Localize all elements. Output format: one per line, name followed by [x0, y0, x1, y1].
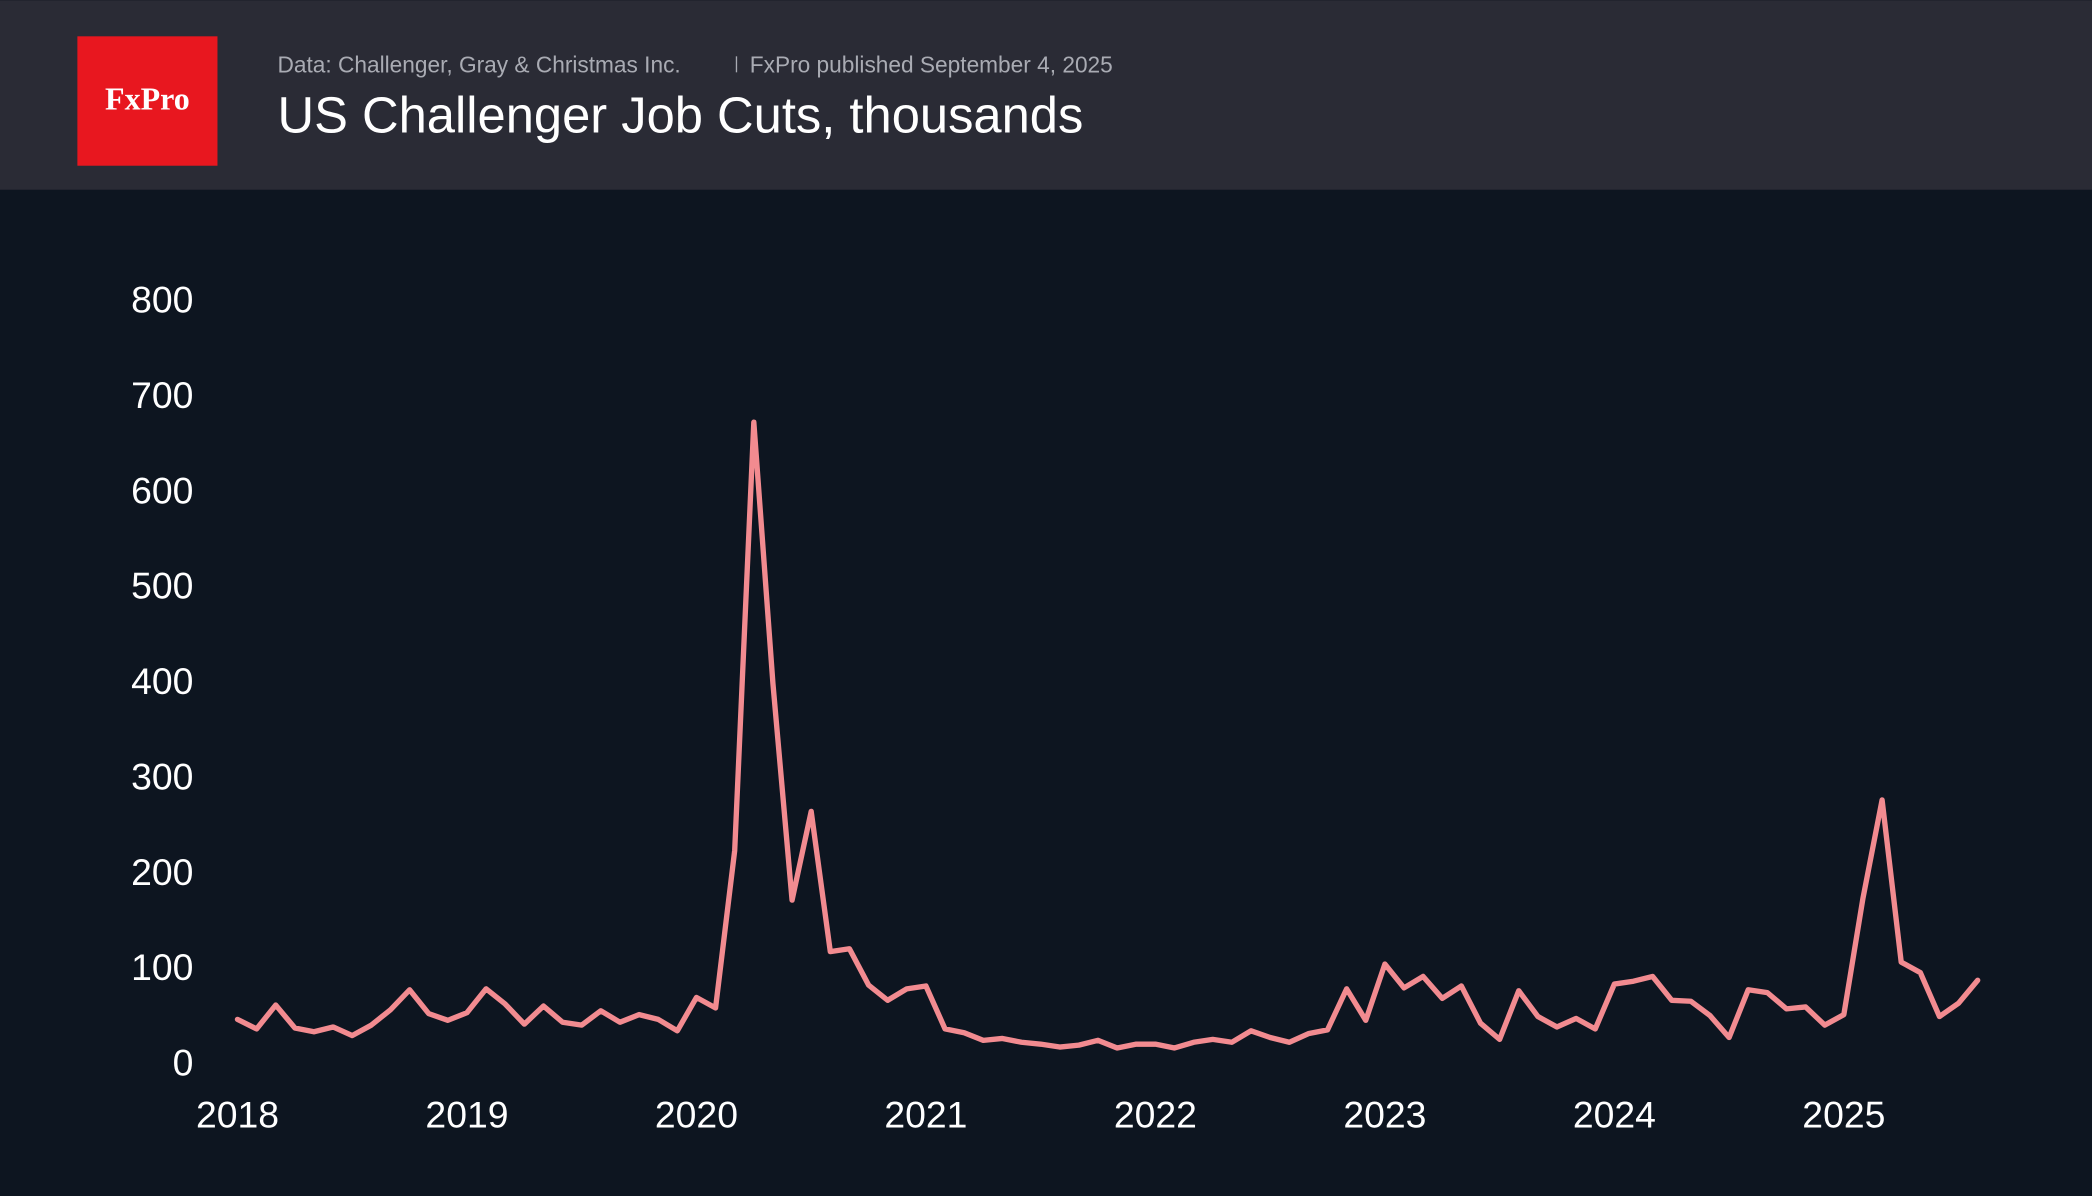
x-tick-label: 2024	[1573, 1094, 1656, 1136]
x-tick-label: 2023	[1343, 1094, 1426, 1136]
x-tick-label: 2022	[1114, 1094, 1197, 1136]
y-tick-label: 100	[131, 946, 193, 988]
chart-title: US Challenger Job Cuts, thousands	[278, 86, 1084, 143]
x-tick-label: 2021	[884, 1094, 967, 1136]
y-tick-label: 800	[131, 278, 193, 320]
x-tick-label: 2018	[196, 1094, 279, 1136]
x-tick-label: 2020	[655, 1094, 738, 1136]
y-tick-label: 600	[131, 469, 193, 511]
y-tick-label: 300	[131, 755, 193, 797]
x-tick-label: 2025	[1802, 1094, 1885, 1136]
header-bar	[0, 0, 2092, 190]
source: Data: Challenger, Gray & Christmas Inc.	[278, 51, 681, 77]
x-tick-label: 2019	[425, 1094, 508, 1136]
y-tick-label: 0	[173, 1042, 194, 1084]
y-tick-label: 500	[131, 565, 193, 607]
logo: FxPro	[105, 81, 190, 117]
y-tick-label: 400	[131, 660, 193, 702]
line	[234, 419, 1981, 1051]
y-tick-label: 200	[131, 851, 193, 893]
y-tick-label: 700	[131, 374, 193, 416]
logo-box	[77, 36, 218, 166]
published: FxPro published September 4, 2025	[750, 51, 1113, 77]
